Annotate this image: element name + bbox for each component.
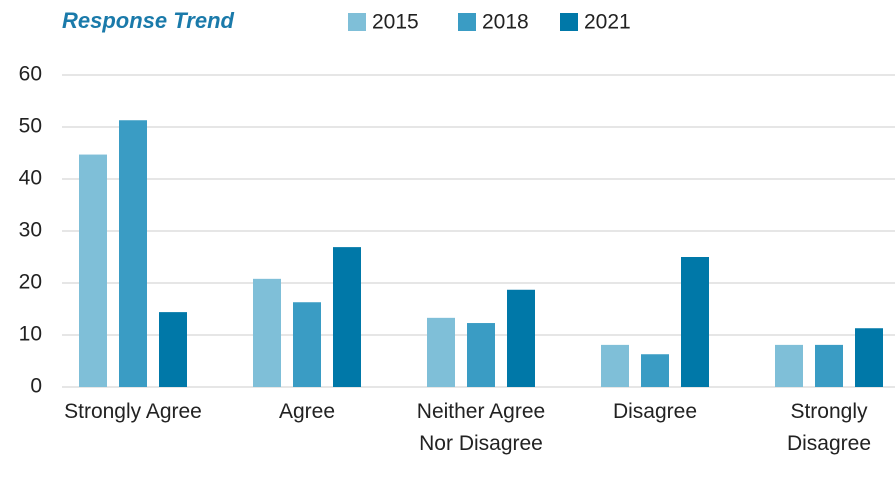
bar	[855, 328, 883, 387]
legend-swatch	[560, 13, 578, 31]
x-tick-label: Disagree	[612, 400, 698, 423]
legend-label: 2021	[584, 11, 631, 34]
y-tick-label: 0	[30, 375, 42, 398]
bar	[333, 247, 361, 387]
legend-swatch	[458, 13, 476, 31]
bar	[467, 323, 495, 387]
bar	[293, 302, 321, 387]
y-tick-label: 40	[19, 167, 42, 190]
bar	[815, 344, 843, 387]
bar	[601, 344, 629, 387]
x-tick-label: Strongly Disagree	[786, 400, 872, 455]
legend-label: 2018	[482, 11, 529, 34]
bar	[507, 289, 535, 387]
bar	[253, 278, 281, 387]
bar	[79, 154, 107, 387]
bar	[427, 317, 455, 387]
legend-label: 2015	[372, 11, 419, 34]
chart-title: Response Trend	[62, 8, 235, 33]
y-tick-label: 10	[19, 323, 42, 346]
bar	[119, 120, 147, 388]
y-tick-label: 60	[19, 63, 42, 86]
x-tick-label: Agree	[278, 400, 336, 423]
y-tick-label: 30	[19, 219, 42, 242]
bar	[775, 344, 803, 387]
bar	[159, 312, 187, 387]
y-tick-label: 50	[19, 115, 42, 138]
bar	[641, 354, 669, 387]
legend-swatch	[348, 13, 366, 31]
bar	[681, 257, 709, 387]
y-tick-label: 20	[19, 271, 42, 294]
x-tick-label: Neither Agree Nor Disagree	[416, 400, 546, 455]
x-tick-label: Strongly Agree	[64, 400, 202, 423]
